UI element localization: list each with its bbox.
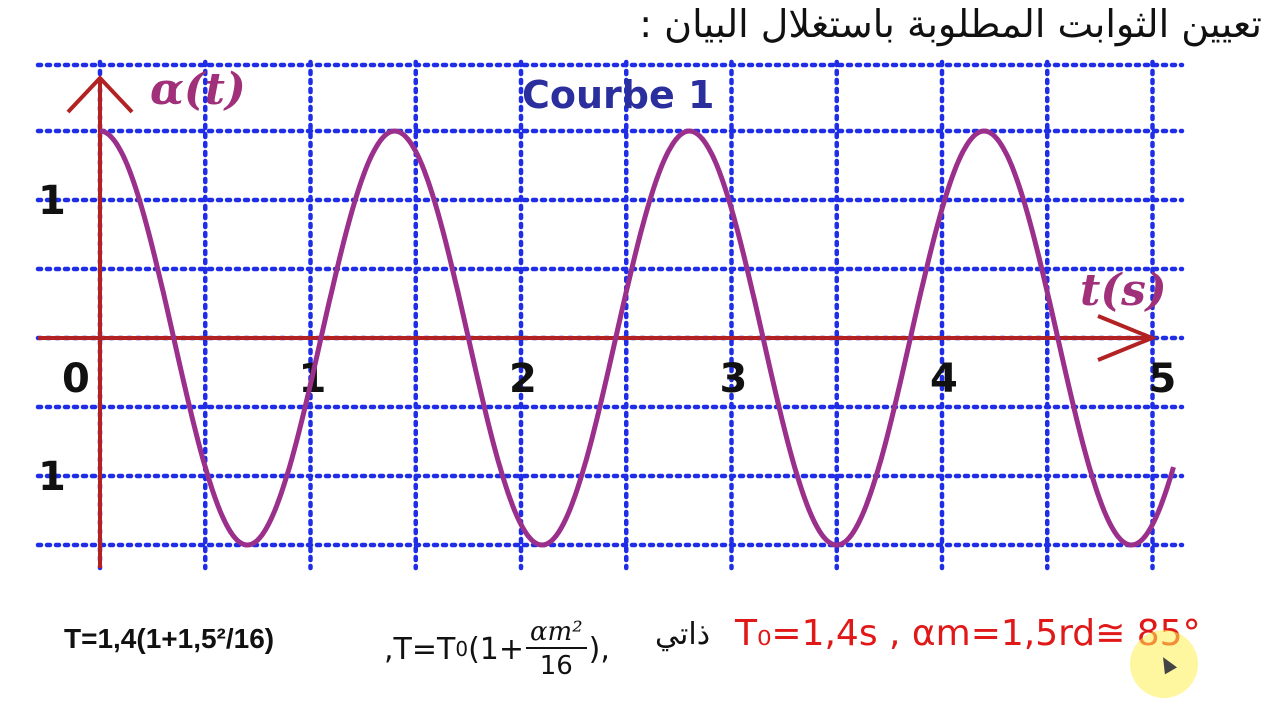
formula-sub: 0 (455, 637, 469, 661)
formula-arabic-word: ذاتي (655, 617, 711, 652)
y-tick-label: 1 (38, 454, 66, 500)
x-tick-label: 3 (720, 356, 748, 402)
page-title: تعيين الثوابت المطلوبة باستغلال البيان : (639, 2, 1262, 46)
x-tick-label: 0 (62, 356, 90, 402)
formula-prefix: ,T=T (384, 631, 456, 667)
chart-title: Courbe 1 (522, 73, 714, 117)
x-tick-label: 2 (509, 356, 537, 402)
formula-period-calc: T=1,4(1+1,5²/16) (64, 623, 275, 654)
cursor-highlight (1130, 630, 1198, 698)
y-axis-arrow (66, 75, 134, 114)
formula-values: T₀=1,4s , αm=1,5rd≅ 85° (735, 613, 1201, 654)
chart-tick-labels: 0 1 2 3 4 511 (38, 178, 1176, 500)
x-axis-label: t(s) (1080, 265, 1167, 316)
x-tick-label: 5 (1149, 356, 1177, 402)
x-axis-arrow (1097, 314, 1158, 362)
formula-period-law: ,T=T 0 (1+ αm² 16 ), (384, 617, 610, 681)
fraction-numerator: αm² (526, 617, 587, 649)
fraction-denominator: 16 (539, 651, 573, 681)
chart-axes (38, 75, 1158, 568)
formula-row: T=1,4(1+1,5²/16) ,T=T 0 (1+ αm² 16 ), ذاتي… (0, 595, 1280, 695)
formula-open: (1+ (468, 631, 524, 667)
chart-grid (35, 59, 1185, 571)
series-line (99, 128, 1176, 548)
y-axis-label: α(t) (150, 64, 246, 115)
chart: 0 1 2 3 4 511 Courbe 1 α(t) t(s) (35, 59, 1185, 571)
x-tick-label: 4 (930, 356, 958, 402)
formula-close: ), (588, 631, 610, 667)
y-tick-label: 1 (38, 178, 66, 224)
formula-fraction: αm² 16 (526, 617, 587, 681)
